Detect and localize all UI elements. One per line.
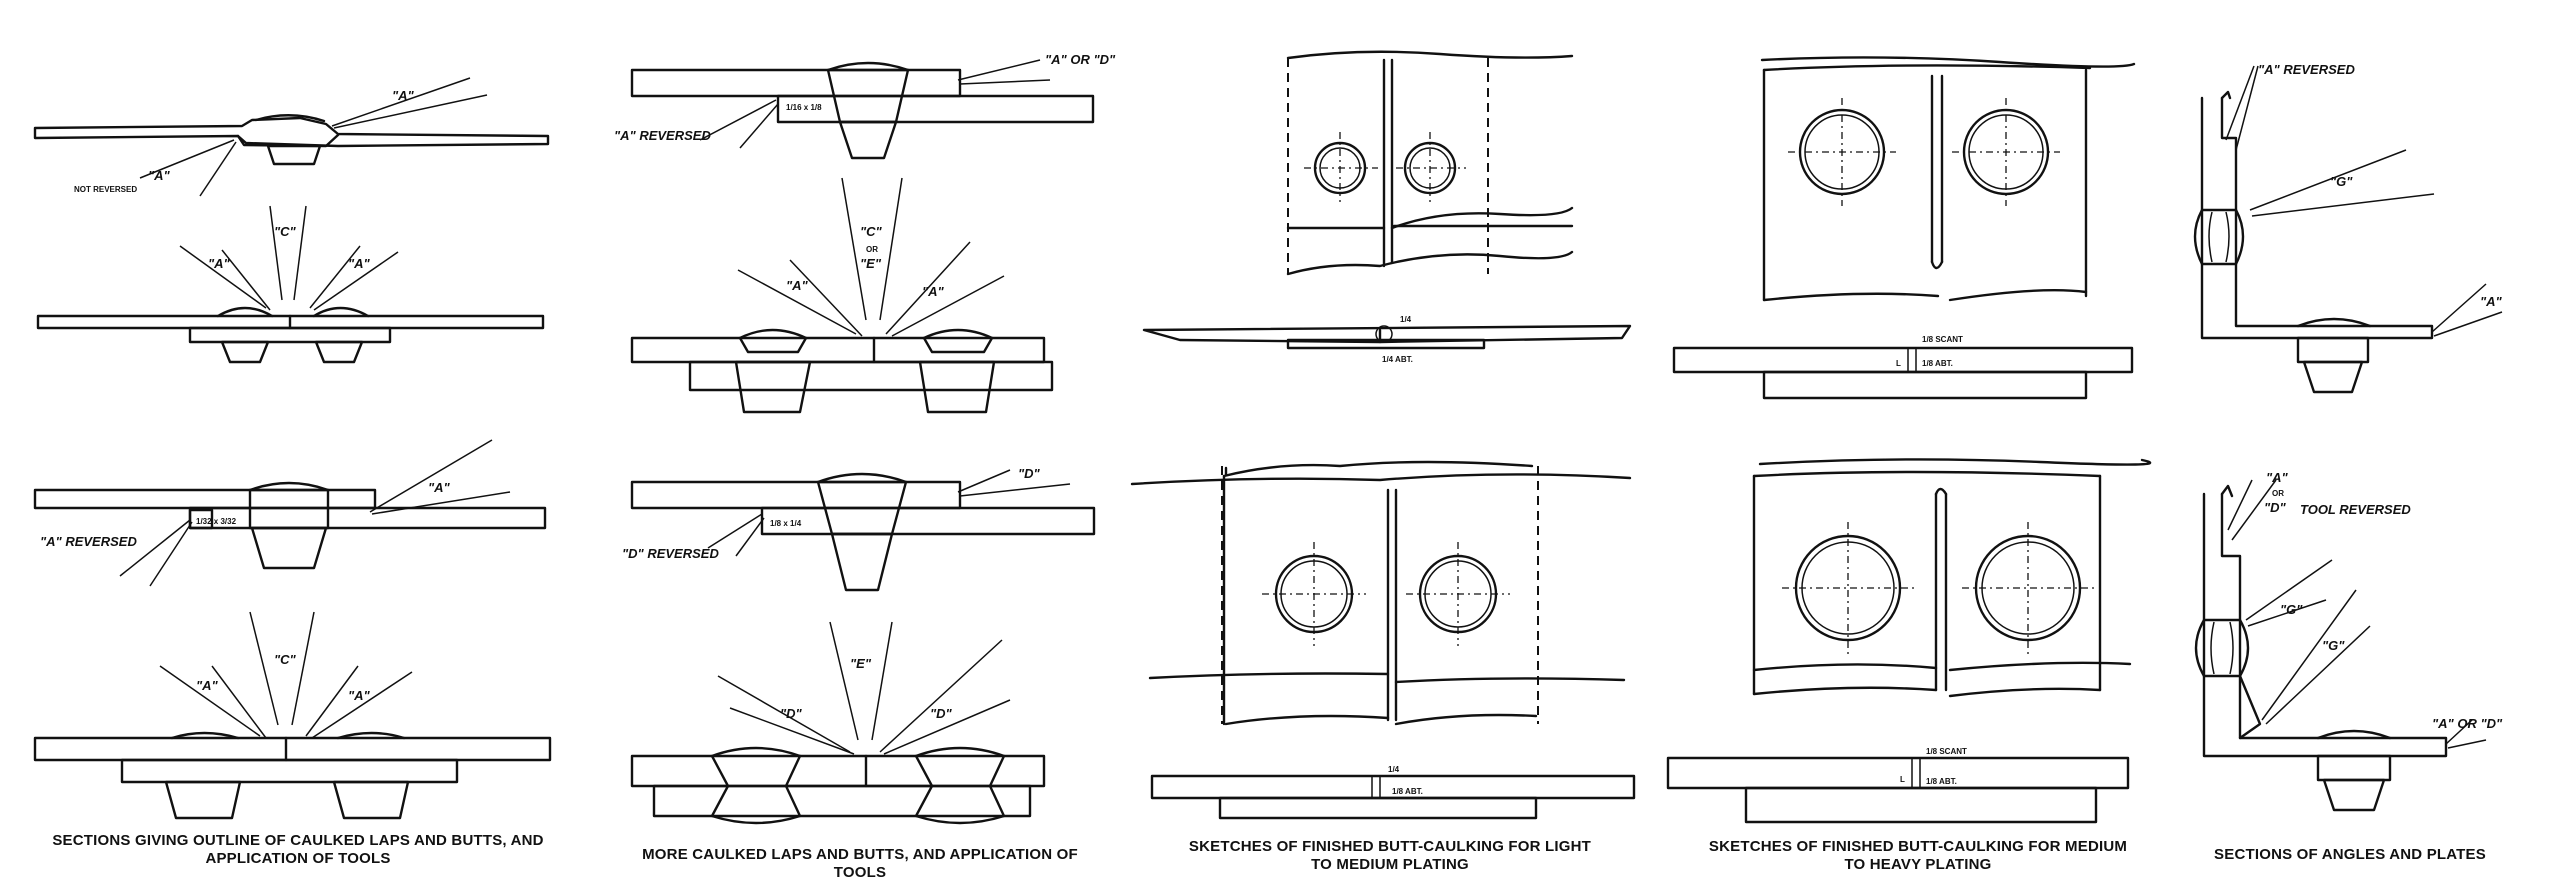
label-a-reversed: "A" REVERSED [40, 534, 137, 549]
label-c-1d: "C" [274, 652, 297, 667]
label-g-5b-1: "G" [2280, 602, 2303, 617]
label-a-reversed-5a: "A" REVERSED [2258, 62, 2355, 77]
butt-section-3b: 1/4 1/8 ABT. [1150, 765, 1636, 820]
panel-2-drawings: "A" OR "D" "A" REVERSED 1/16 x 1/8 "C" O… [614, 52, 1116, 825]
dim-1-8-scant-4b: 1/8 SCANT [1926, 747, 1967, 756]
lap-joint-2c: "D" "D" REVERSED 1/8 x 1/4 [622, 466, 1096, 592]
caption-panel-4: SKETCHES OF FINISHED BUTT-CAULKING FOR M… [1708, 838, 2128, 873]
label-e-2d: "E" [850, 656, 872, 671]
lap-joint-2a: "A" OR "D" "A" REVERSED 1/16 x 1/8 [614, 52, 1116, 160]
label-g-5b-2: "G" [2322, 638, 2345, 653]
label-a-or-d-right: "A" [348, 688, 371, 703]
lap-joint-1a: "A" "A" NOT REVERSED [33, 77, 550, 197]
label-or-5b: OR [2272, 489, 2284, 498]
butt-joint-1d: "C" "A" "A" [33, 611, 552, 820]
caption-panel-3: SKETCHES OF FINISHED BUTT-CAULKING FOR L… [1188, 838, 1592, 873]
dim-1-16-1-8: 1/16 x 1/8 [786, 103, 822, 112]
butt-plan-3a [1286, 50, 1574, 276]
lap-joint-1c: "A" "A" REVERSED 1/32 x 3/32 [33, 439, 547, 587]
label-a-left: "A" [208, 256, 231, 271]
butt-joint-2d: "E" "D" "D" [630, 621, 1046, 825]
label-a-right: "A" [348, 256, 371, 271]
dim-1-8-abt: 1/8 ABT. [1392, 787, 1423, 796]
label-d-5b: "D" [2264, 500, 2287, 515]
dim-1-8-abt-4a: 1/8 ABT. [1922, 359, 1953, 368]
label-a-or-d-2b-right: "A" [922, 284, 945, 299]
dim-1-8-1-4: 1/8 x 1/4 [770, 519, 802, 528]
dim-1-8-scant-4a: 1/8 SCANT [1922, 335, 1963, 344]
panel-5-drawings: "A" REVERSED "G" "A" "A" OR "D" TOOL REV… [2193, 62, 2503, 812]
label-a-or-d-2b-left: "A" [786, 278, 809, 293]
label-c-2b: "C" [860, 224, 883, 239]
dim-1-8-3b: 1/4 [1388, 765, 1400, 774]
label-g-5a: "G" [2330, 174, 2353, 189]
label-or-2b: OR [866, 245, 878, 254]
label-a-5b: "A" [2266, 470, 2289, 485]
angle-section-5b: "A" OR "D" TOOL REVERSED "G" "G" "A" OR … [2194, 470, 2503, 812]
dim-l-4a: L [1896, 359, 1901, 368]
butt-section-4a: 1/8 SCANT 1/8 ABT. L [1672, 335, 2134, 400]
panel-1-drawings: "A" "A" NOT REVERSED "C" "A" "A" [33, 77, 552, 820]
butt-plan-3b [1130, 460, 1632, 726]
label-not-reversed: NOT REVERSED [74, 185, 137, 194]
label-d-reversed: "D" REVERSED [622, 546, 719, 561]
panel-4-drawings: 1/8 SCANT 1/8 ABT. L [1666, 56, 2152, 824]
dim-1-4-abt: 1/4 ABT. [1382, 355, 1413, 364]
label-d-2d-left: "D" [780, 706, 803, 721]
caption-panel-5: SECTIONS OF ANGLES AND PLATES [2214, 846, 2486, 863]
caption-panel-2: MORE CAULKED LAPS AND BUTTS, AND APPLICA… [642, 846, 1078, 881]
label-d-2c: "D" [1018, 466, 1041, 481]
label-d-2d-right: "D" [930, 706, 953, 721]
butt-plan-4a [1760, 56, 2136, 302]
label-a-1c: "A" [428, 480, 451, 495]
angle-section-5a: "A" REVERSED "G" "A" [2193, 62, 2503, 394]
caption-panel-1: SECTIONS GIVING OUTLINE OF CAULKED LAPS … [52, 832, 544, 867]
butt-joint-2b: "C" OR "E" "A" "A" [630, 177, 1054, 414]
label-a-5a: "A" [2480, 294, 2503, 309]
label-a-or-d-5b: "A" OR "D" [2432, 716, 2503, 731]
butt-section-4b: 1/8 SCANT 1/8 ABT. L [1666, 747, 2130, 824]
dim-1-32-3-32: 1/32 x 3/32 [196, 517, 237, 526]
panel-3-drawings: 1/4 1/4 ABT. [1130, 50, 1636, 820]
label-a: "A" [392, 88, 415, 103]
label-a-or-d-left: "A" [196, 678, 219, 693]
butt-section-3a: 1/4 1/4 ABT. [1142, 315, 1632, 364]
dim-l-4b: L [1900, 775, 1905, 784]
label-a-reversed-2a: "A" REVERSED [614, 128, 711, 143]
label-a-or-d-2a: "A" OR "D" [1045, 52, 1116, 67]
butt-joint-1b: "C" "A" "A" [36, 205, 545, 364]
dim-1-4: 1/4 [1400, 315, 1412, 324]
label-c: "C" [274, 224, 297, 239]
butt-plan-4b [1752, 458, 2152, 698]
dim-1-8-abt-4b: 1/8 ABT. [1926, 777, 1957, 786]
label-e-2b: "E" [860, 256, 882, 271]
label-tool-reversed: TOOL REVERSED [2300, 502, 2411, 517]
label-a-not-reversed: "A" [148, 168, 171, 183]
